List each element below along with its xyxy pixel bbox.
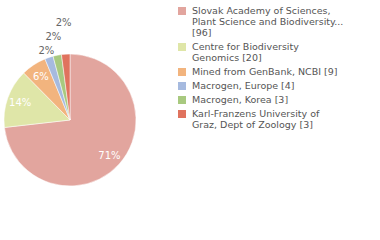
pie-slice [4, 54, 136, 186]
legend: Slovak Academy of Sciences,Plant Science… [178, 5, 343, 130]
legend-label: Karl-Franzens University ofGraz, Dept of… [192, 108, 320, 130]
legend-swatch [178, 96, 186, 104]
data-labels: 71% 14% 6% 2% 2% 2% [9, 17, 120, 161]
legend-swatch [178, 43, 186, 51]
chart: 71% 14% 6% 2% 2% 2% Slovak Academy of Sciences… [0, 0, 380, 240]
legend-label: Mined from GenBank, NCBI [9] [192, 66, 338, 77]
legend-swatch [178, 7, 186, 15]
data-label: 2% [56, 17, 72, 28]
legend-label: Slovak Academy of Sciences,Plant Science… [192, 5, 343, 38]
legend-swatch [178, 68, 186, 76]
legend-label: Macrogen, Korea [3] [192, 94, 288, 105]
data-label: 71% [98, 150, 120, 161]
legend-label: Macrogen, Europe [4] [192, 80, 295, 91]
data-label: 2% [39, 45, 55, 56]
legend-swatch [178, 82, 186, 90]
legend-swatch [178, 110, 186, 118]
legend-label: Centre for BiodiversityGenomics [20] [192, 41, 299, 63]
data-label: 2% [45, 31, 61, 42]
pie-slice [53, 55, 70, 120]
data-label: 14% [9, 97, 31, 108]
data-label: 6% [33, 71, 49, 82]
pie-slice [61, 54, 70, 120]
slices [4, 54, 136, 186]
